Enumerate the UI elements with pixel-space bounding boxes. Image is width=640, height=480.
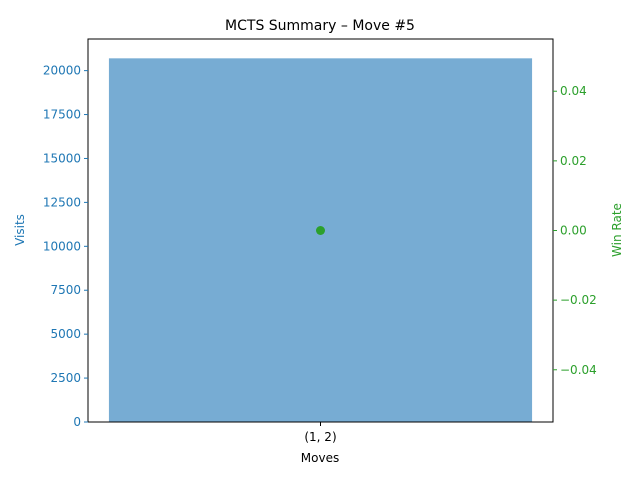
x-tick-label-0: (1, 2) (304, 430, 336, 444)
y-left-axis-label: Visits (13, 214, 27, 246)
plot-area: 0 2500 5000 7500 10000 12500 15000 17500 20000 −0… (43, 38, 597, 444)
y-right-tick-label-4: 0.04 (560, 84, 587, 98)
win-rate-point-0 (316, 226, 325, 235)
y-left-tick-label-8: 20000 (43, 64, 81, 78)
y-left-tick-label-5: 12500 (43, 195, 81, 209)
x-axis-label: Moves (301, 451, 339, 465)
y-left-tick-label-3: 7500 (50, 283, 81, 297)
y-right-tick-label-1: −0.02 (560, 293, 597, 307)
y-right-tick-label-0: −0.04 (560, 363, 597, 377)
y-left-tick-label-4: 10000 (43, 239, 81, 253)
y-left-tick-label-1: 2500 (50, 371, 81, 385)
y-left-tick-label-7: 17500 (43, 108, 81, 122)
y-right-tick-label-2: 0.00 (560, 224, 587, 238)
y-left-tick-label-2: 5000 (50, 327, 81, 341)
bar-0 (108, 58, 533, 423)
y-right-axis-label: Win Rate (610, 203, 624, 257)
y-left-tick-label-6: 15000 (43, 151, 81, 165)
y-right-tick-label-3: 0.02 (560, 154, 587, 168)
chart-title: MCTS Summary – Move #5 (225, 18, 415, 34)
y-left-tick-label-0: 0 (73, 415, 81, 429)
